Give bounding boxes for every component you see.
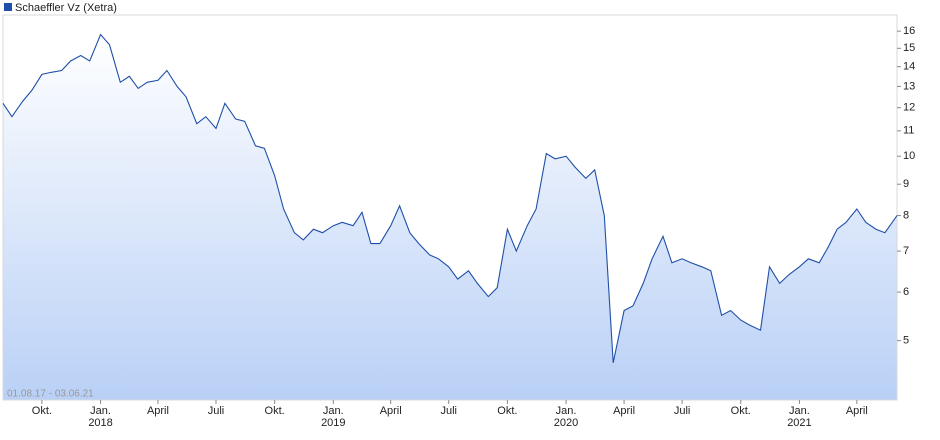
x-tick-label: Okt. bbox=[265, 405, 285, 417]
x-tick-label: April bbox=[846, 405, 868, 417]
legend-swatch bbox=[4, 3, 12, 11]
area-fill bbox=[3, 34, 897, 400]
year-label: 2018 bbox=[88, 417, 112, 429]
date-range: 01.08.17 - 03.06.21 bbox=[7, 389, 94, 400]
y-tick-label: 5 bbox=[903, 335, 909, 347]
legend-label: Schaeffler Vz (Xetra) bbox=[15, 2, 117, 14]
y-tick-label: 13 bbox=[903, 80, 915, 92]
x-tick-label: Juli bbox=[440, 405, 457, 417]
y-tick-label: 16 bbox=[903, 25, 915, 37]
x-tick-label: Okt. bbox=[497, 405, 517, 417]
x-tick-label: Jan. bbox=[789, 405, 810, 417]
price-line bbox=[2, 33, 898, 363]
year-label: 2021 bbox=[787, 417, 811, 429]
y-tick-label: 9 bbox=[903, 178, 909, 190]
year-label: 2020 bbox=[554, 417, 578, 429]
x-tick-label: April bbox=[147, 405, 169, 417]
x-tick-label: Okt. bbox=[731, 405, 751, 417]
plot-frame bbox=[2, 14, 898, 401]
y-tick-label: 11 bbox=[903, 125, 914, 137]
x-tick-label: Juli bbox=[208, 405, 225, 417]
y-tick-label: 6 bbox=[903, 286, 909, 298]
y-tick-label: 10 bbox=[903, 150, 915, 162]
year-label: 2019 bbox=[321, 417, 345, 429]
y-tick-label: 7 bbox=[903, 245, 909, 257]
x-tick-label: Juli bbox=[674, 405, 691, 417]
y-tick-label: 14 bbox=[903, 61, 915, 73]
x-tick-label: Jan. bbox=[556, 405, 577, 417]
x-tick-label: Jan. bbox=[90, 405, 111, 417]
x-tick-label: Okt. bbox=[32, 405, 52, 417]
y-tick-label: 12 bbox=[903, 102, 915, 114]
x-tick-label: April bbox=[613, 405, 635, 417]
x-tick-label: April bbox=[380, 405, 402, 417]
x-tick-label: Jan. bbox=[323, 405, 344, 417]
y-tick-label: 15 bbox=[903, 42, 915, 54]
y-tick-label: 8 bbox=[903, 209, 909, 221]
